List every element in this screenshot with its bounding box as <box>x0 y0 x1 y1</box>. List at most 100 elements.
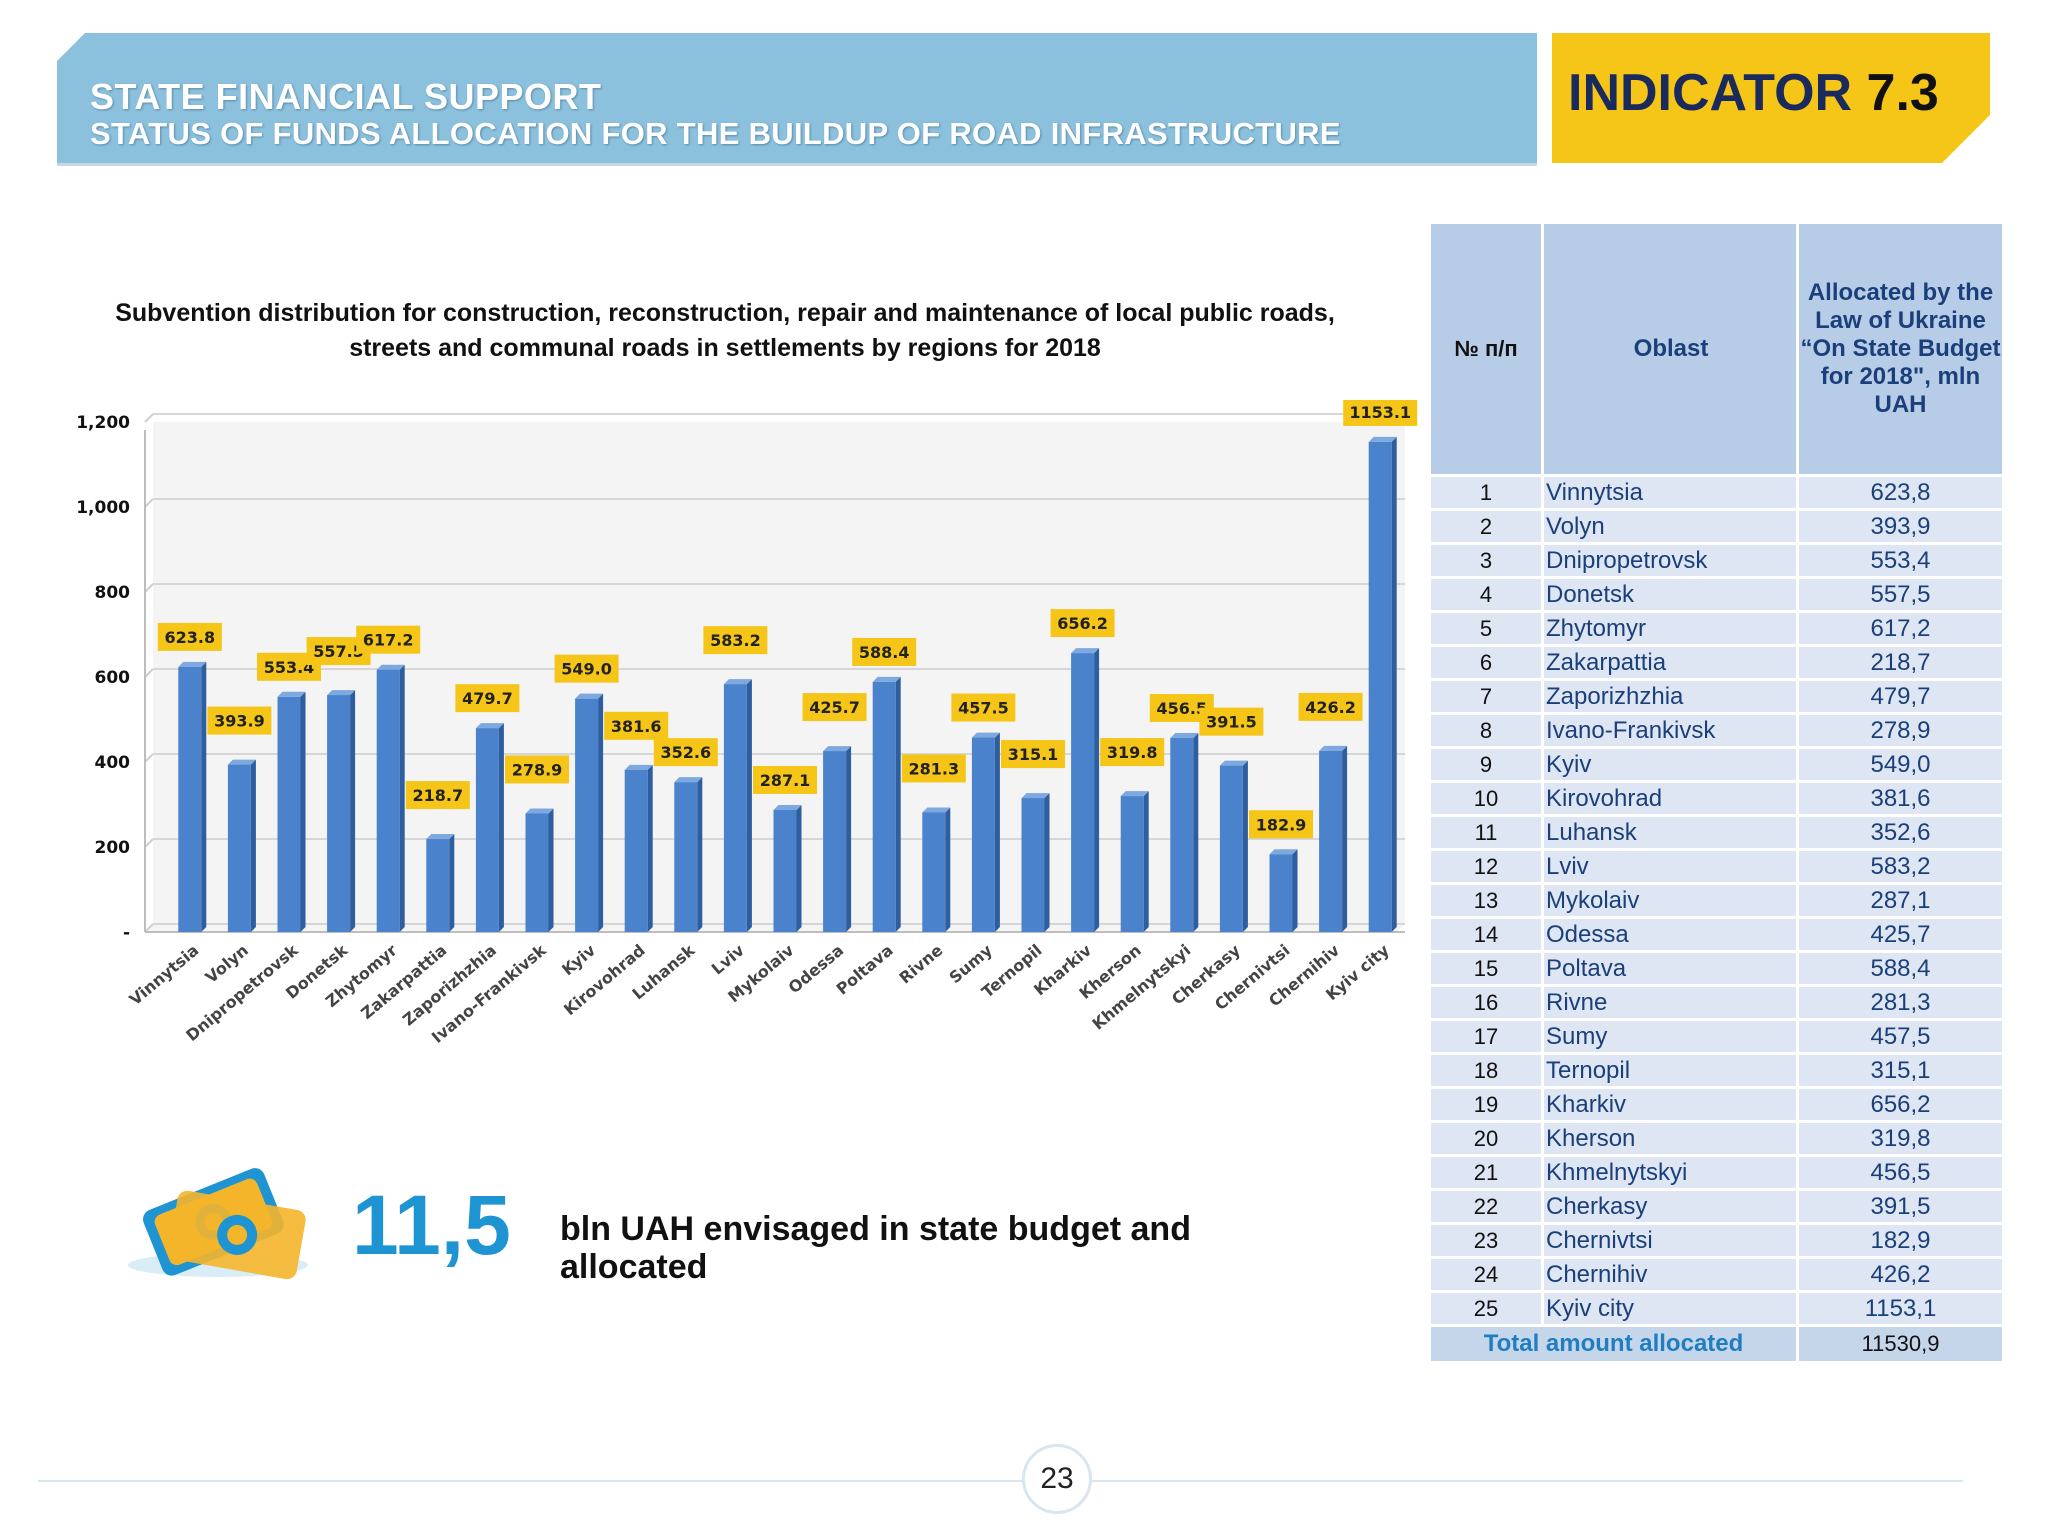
bar-side <box>548 808 554 932</box>
bar-side <box>945 807 951 932</box>
row-value: 218,7 <box>1796 644 2005 681</box>
bar-top <box>376 664 405 670</box>
grid-line-depth <box>144 413 154 423</box>
row-oblast: Poltava <box>1541 950 1799 987</box>
row-number: 11 <box>1428 814 1544 851</box>
row-oblast: Dnipropetrovsk <box>1541 542 1799 579</box>
table-row: 1 Vinnytsia 623,8 <box>1428 474 2005 511</box>
grid-line-depth <box>144 753 154 763</box>
bar <box>1120 796 1144 932</box>
row-oblast: Lviv <box>1541 848 1799 885</box>
bar <box>1319 750 1343 932</box>
table-row: 16 Rivne 281,3 <box>1428 984 2005 1021</box>
x-tick-label: Rivne <box>895 940 946 987</box>
bar-top <box>1219 760 1248 766</box>
data-label-box <box>852 637 917 666</box>
data-label: 182.9 <box>1256 815 1307 834</box>
bar <box>575 698 599 932</box>
table-row: 19 Kharkiv 656,2 <box>1428 1086 2005 1123</box>
bar <box>872 681 896 932</box>
data-label-box <box>405 781 470 810</box>
table-row: 13 Mykolaiv 287,1 <box>1428 882 2005 919</box>
data-label: 315.1 <box>1008 745 1059 764</box>
bar-top <box>178 661 207 667</box>
bar <box>674 782 698 932</box>
data-label-box <box>455 684 520 713</box>
row-value: 1153,1 <box>1796 1290 2005 1327</box>
bar <box>1021 798 1045 932</box>
row-value: 557,5 <box>1796 576 2005 613</box>
data-label-box <box>901 754 966 783</box>
bar-top <box>624 764 653 770</box>
row-value: 391,5 <box>1796 1188 2005 1225</box>
row-number: 8 <box>1428 712 1544 749</box>
bar-top <box>1120 791 1149 797</box>
row-value: 456,5 <box>1796 1154 2005 1191</box>
row-value: 588,4 <box>1796 950 2005 987</box>
bar <box>277 696 301 932</box>
data-label-box <box>802 693 867 722</box>
bar-side <box>300 691 306 932</box>
row-number: 6 <box>1428 644 1544 681</box>
y-tick-label: 400 <box>95 753 131 773</box>
row-value: 426,2 <box>1796 1256 2005 1293</box>
row-number: 4 <box>1428 576 1544 613</box>
bar-side <box>697 777 703 932</box>
data-label: 623.8 <box>164 628 215 647</box>
bar-side <box>994 732 1000 932</box>
table-row: 22 Cherkasy 391,5 <box>1428 1188 2005 1225</box>
row-number: 23 <box>1428 1222 1544 1259</box>
grid-line-depth <box>144 668 154 678</box>
table-row: 4 Donetsk 557,5 <box>1428 576 2005 613</box>
row-number: 5 <box>1428 610 1544 647</box>
y-tick-label: 600 <box>95 668 131 688</box>
table-row: 24 Chernihiv 426,2 <box>1428 1256 2005 1293</box>
total-value: 11530,9 <box>1796 1324 2005 1364</box>
bar-side <box>1342 745 1348 932</box>
table-row: 6 Zakarpattia 218,7 <box>1428 644 2005 681</box>
data-label-box <box>1249 810 1313 839</box>
data-label: 281.3 <box>908 759 959 778</box>
allocation-table: № п/п Oblast Allocated by the Law of Ukr… <box>1428 221 2005 1364</box>
bar-side <box>1391 436 1397 932</box>
bar-top <box>922 807 951 813</box>
row-value: 553,4 <box>1796 542 2005 579</box>
bar-side <box>598 693 604 932</box>
bar-side <box>201 661 207 932</box>
bar <box>525 813 549 932</box>
bar-side <box>1242 760 1248 932</box>
row-oblast: Zhytomyr <box>1541 610 1799 647</box>
bar <box>1269 854 1293 932</box>
data-label: 457.5 <box>958 699 1009 718</box>
bar-top <box>575 693 604 699</box>
row-number: 3 <box>1428 542 1544 579</box>
data-label: 381.6 <box>611 717 662 736</box>
data-label: 557.5 <box>313 642 364 661</box>
bar-top <box>277 691 306 697</box>
row-number: 16 <box>1428 984 1544 1021</box>
x-tick-label: Vinnytsia <box>126 941 203 1010</box>
bar-top <box>1319 745 1348 751</box>
data-label: 583.2 <box>710 631 761 650</box>
table-row: 7 Zaporizhzhia 479,7 <box>1428 678 2005 715</box>
bar-side <box>399 664 405 932</box>
row-oblast: Mykolaiv <box>1541 882 1799 919</box>
summary-text: bln UAH envisaged in state budget and al… <box>560 1210 1191 1286</box>
data-label: 1153.1 <box>1349 403 1411 422</box>
grid-line-depth <box>144 838 154 848</box>
row-oblast: Ivano-Frankivsk <box>1541 712 1799 749</box>
row-value: 315,1 <box>1796 1052 2005 1089</box>
bar <box>475 728 499 932</box>
y-tick-label: 1,200 <box>76 413 130 433</box>
data-label: 391.5 <box>1206 713 1257 732</box>
row-number: 25 <box>1428 1290 1544 1327</box>
table-row: 2 Volyn 393,9 <box>1428 508 2005 545</box>
row-oblast: Kyiv city <box>1541 1290 1799 1327</box>
row-number: 22 <box>1428 1188 1544 1225</box>
indicator-label: INDICATOR 7.3 <box>1568 63 1939 123</box>
data-label-box <box>207 706 272 735</box>
bar <box>1071 653 1095 932</box>
bar-top <box>525 808 554 814</box>
table-row: 23 Chernivtsi 182,9 <box>1428 1222 2005 1259</box>
footer-divider <box>38 1480 1963 1482</box>
